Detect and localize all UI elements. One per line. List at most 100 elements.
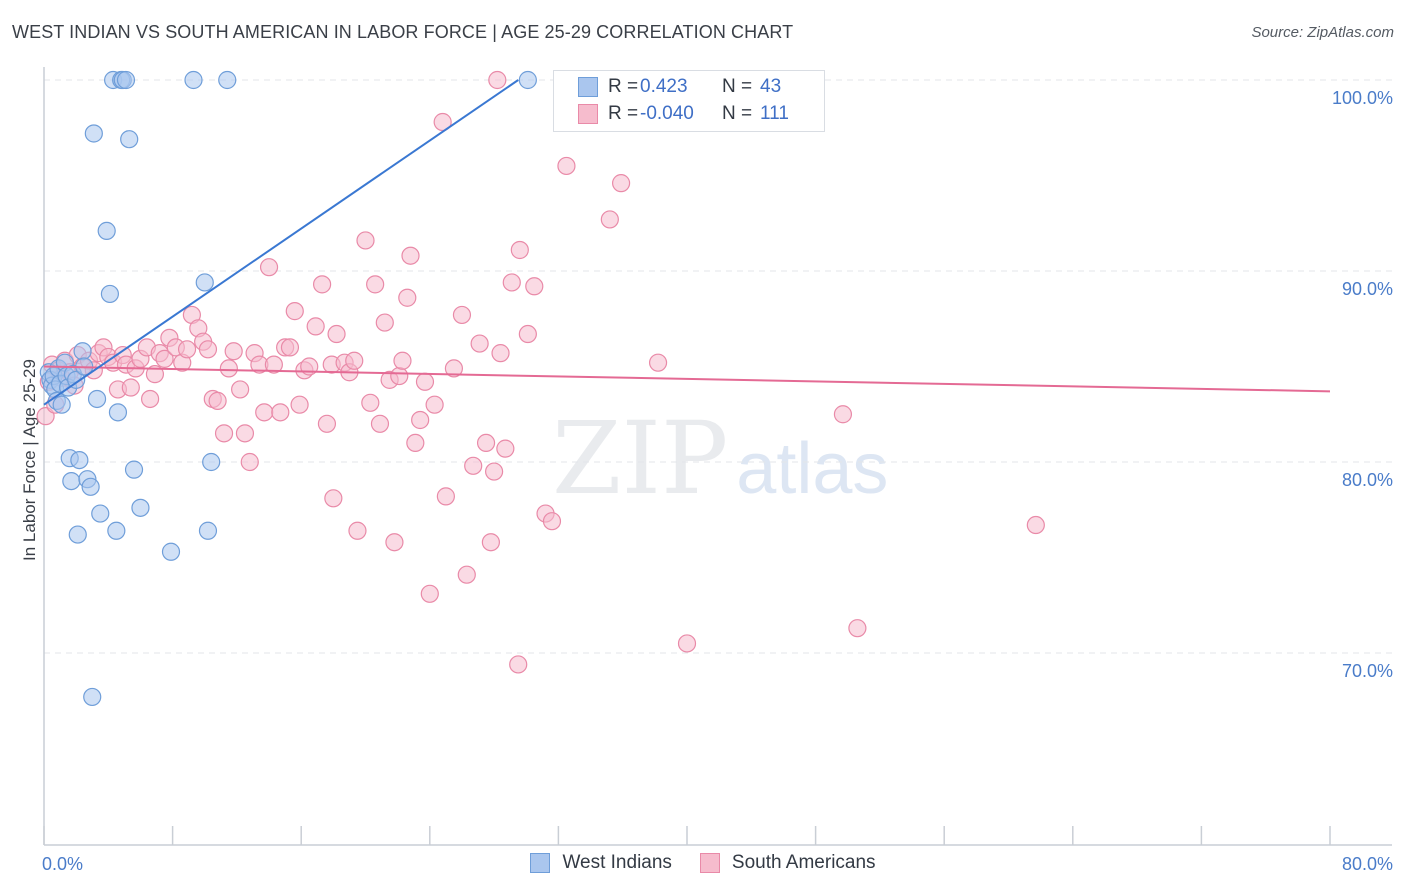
legend-item-west-indians: West Indians: [530, 852, 672, 874]
west-indian-point: [84, 124, 103, 143]
y-tick-label: 80.0%: [1342, 470, 1393, 490]
south-american-point: [420, 584, 439, 603]
south-american-point: [214, 424, 234, 443]
south-american-point: [348, 521, 367, 540]
source-label: Source: ZipAtlas.com: [1251, 24, 1394, 41]
south-american-point: [401, 246, 420, 265]
legend-n-value: 111: [760, 103, 789, 124]
south-american-point: [491, 344, 510, 363]
south-american-point: [488, 70, 507, 90]
south-american-point: [255, 403, 274, 422]
legend-r-value: -0.040: [640, 103, 694, 124]
tick-labels: 70.0% 80.0% 90.0% 100.0% 0.0% 80.0%: [42, 88, 1393, 874]
south-americans-trend-line: [43, 365, 1331, 393]
south-american-point: [444, 359, 464, 378]
y-tick-label: 100.0%: [1332, 88, 1393, 108]
south-american-point: [219, 359, 238, 378]
south-american-point: [509, 655, 528, 674]
south-american-point: [677, 634, 697, 653]
west-indian-point: [218, 70, 237, 90]
west-indian-point: [100, 284, 120, 304]
south-american-point: [611, 174, 631, 193]
legend-r-value: 0.423: [640, 76, 688, 97]
y-tick-label: 90.0%: [1342, 279, 1393, 299]
south-american-point: [306, 317, 325, 336]
south-american-point: [317, 414, 337, 433]
south-american-point: [833, 405, 853, 424]
legend-n-label: N =: [722, 76, 753, 97]
south-american-point: [327, 324, 346, 344]
south-american-point: [361, 393, 380, 412]
south-american-point: [240, 452, 259, 472]
west-indian-point: [184, 70, 203, 90]
south-american-point: [345, 351, 364, 370]
legend-r-label: R =: [608, 76, 639, 97]
west-indian-point: [73, 342, 92, 361]
x-tick-label-max: 80.0%: [1342, 854, 1393, 874]
south-american-point: [259, 258, 279, 277]
south-american-point: [235, 424, 255, 443]
watermark-atlas: atlas: [736, 429, 889, 509]
west-indian-point: [202, 452, 221, 472]
y-tick-label: 70.0%: [1342, 661, 1393, 681]
correlation-legend: R = 0.423 N = 43 R = -0.040 N = 111: [553, 70, 825, 132]
south-american-point: [481, 533, 500, 552]
south-american-point: [366, 275, 385, 294]
south-american-point: [485, 462, 504, 481]
south-american-point: [436, 487, 455, 506]
south-american-point: [425, 395, 444, 414]
south-american-point: [518, 324, 537, 344]
south-american-point: [470, 334, 489, 353]
south-american-point: [271, 403, 290, 422]
south-americans-points: [36, 70, 1045, 674]
west-indian-point: [161, 542, 181, 561]
south-american-point: [140, 389, 160, 409]
south-american-point: [121, 378, 140, 397]
south-american-point: [1026, 515, 1045, 535]
legend-row-west-indians: R = 0.423 N = 43: [554, 73, 781, 101]
south-american-point: [542, 512, 562, 531]
south-american-point: [177, 340, 197, 359]
west-indian-point: [68, 525, 87, 544]
legend-row-south-americans: R = -0.040 N = 111: [554, 100, 789, 128]
south-american-point: [525, 277, 544, 296]
south-american-point: [280, 338, 300, 357]
west-indian-point: [107, 521, 126, 540]
south-american-point: [390, 366, 409, 386]
legend-n-value: 43: [760, 76, 782, 97]
west-indian-point: [87, 389, 107, 409]
south-american-point: [198, 340, 218, 359]
south-american-point: [312, 275, 332, 294]
west-indian-point: [124, 460, 144, 479]
west-indian-point: [81, 477, 100, 496]
south-american-point: [398, 288, 417, 307]
series-legend: West Indians South Americans: [0, 852, 1406, 874]
legend-item-south-americans: South Americans: [699, 852, 876, 874]
west-indian-point: [120, 130, 139, 149]
west-indian-point: [116, 70, 136, 90]
legend-swatch-blue: [578, 77, 598, 97]
south-american-point: [370, 414, 390, 433]
legend-swatch-pink: [578, 104, 598, 124]
legend-label-west-indians: West Indians: [562, 852, 672, 873]
watermark-zip: ZIP: [552, 400, 729, 517]
south-american-point: [356, 231, 375, 250]
south-american-point: [557, 156, 576, 176]
west-indian-point: [108, 403, 128, 422]
south-american-point: [208, 391, 227, 410]
south-american-point: [324, 489, 343, 508]
south-american-point: [375, 313, 394, 332]
west-indian-point: [131, 498, 150, 517]
legend-label-south-americans: South Americans: [731, 852, 876, 873]
legend-swatch-blue: [530, 853, 551, 873]
west-indian-point: [83, 687, 102, 707]
chart-title: WEST INDIAN VS SOUTH AMERICAN IN LABOR F…: [12, 22, 794, 42]
south-american-point: [393, 351, 412, 370]
south-american-point: [264, 355, 283, 374]
west-indian-point: [52, 395, 71, 414]
watermark: ZIP atlas: [552, 400, 888, 517]
x-tick-label-min: 0.0%: [42, 854, 83, 874]
south-american-point: [290, 395, 309, 414]
legend-n-label: N =: [722, 103, 753, 124]
